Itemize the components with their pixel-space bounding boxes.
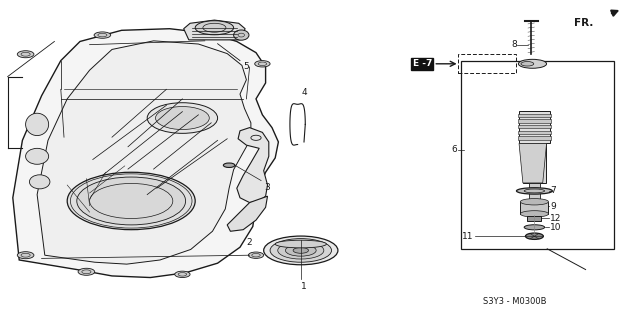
Ellipse shape	[518, 59, 547, 68]
Ellipse shape	[29, 175, 50, 189]
Ellipse shape	[77, 177, 186, 225]
Bar	[523, 111, 546, 183]
Text: 12: 12	[550, 214, 562, 223]
Ellipse shape	[278, 242, 324, 259]
Ellipse shape	[17, 252, 34, 259]
Ellipse shape	[195, 21, 234, 35]
Bar	[458, 54, 516, 73]
Ellipse shape	[264, 236, 338, 265]
Ellipse shape	[147, 103, 218, 133]
Text: 8: 8	[511, 40, 517, 49]
Text: 10: 10	[550, 223, 562, 232]
Ellipse shape	[516, 188, 552, 194]
Bar	[527, 216, 541, 221]
Ellipse shape	[520, 198, 548, 205]
Text: 4: 4	[301, 88, 307, 97]
Ellipse shape	[17, 51, 34, 58]
Bar	[518, 114, 551, 117]
Ellipse shape	[67, 172, 195, 230]
Ellipse shape	[293, 248, 308, 253]
Ellipse shape	[270, 239, 332, 262]
Ellipse shape	[196, 33, 213, 39]
Bar	[520, 202, 548, 214]
Ellipse shape	[525, 233, 543, 239]
Bar	[518, 119, 551, 123]
Ellipse shape	[248, 252, 264, 258]
Ellipse shape	[156, 107, 209, 130]
Ellipse shape	[275, 240, 326, 248]
Text: 9: 9	[550, 202, 556, 211]
Bar	[529, 183, 540, 215]
Ellipse shape	[223, 163, 235, 167]
Text: 1: 1	[301, 282, 307, 291]
Text: 3: 3	[264, 183, 270, 192]
Bar	[519, 111, 550, 144]
Text: S3Y3 - M0300B: S3Y3 - M0300B	[483, 297, 547, 306]
Bar	[461, 61, 614, 249]
Ellipse shape	[521, 62, 534, 66]
Polygon shape	[519, 144, 547, 183]
Ellipse shape	[524, 225, 545, 230]
Text: 7: 7	[550, 186, 556, 196]
Ellipse shape	[175, 271, 190, 278]
Text: 6: 6	[451, 145, 457, 154]
Ellipse shape	[78, 268, 95, 275]
Polygon shape	[227, 196, 268, 231]
Bar	[518, 136, 551, 140]
Ellipse shape	[255, 61, 270, 67]
Text: FR.: FR.	[574, 18, 593, 28]
Text: 2: 2	[247, 238, 252, 247]
Text: 5: 5	[243, 62, 249, 71]
Polygon shape	[37, 41, 251, 264]
Ellipse shape	[234, 30, 249, 40]
Ellipse shape	[520, 211, 548, 217]
Ellipse shape	[94, 32, 111, 38]
Ellipse shape	[285, 245, 316, 256]
Ellipse shape	[26, 148, 49, 164]
Text: E -7: E -7	[413, 59, 432, 68]
Text: 11: 11	[462, 232, 474, 241]
Polygon shape	[13, 29, 278, 278]
Polygon shape	[237, 128, 269, 203]
Bar	[518, 130, 551, 134]
Ellipse shape	[26, 113, 49, 136]
Polygon shape	[184, 20, 245, 40]
Bar	[518, 125, 551, 128]
